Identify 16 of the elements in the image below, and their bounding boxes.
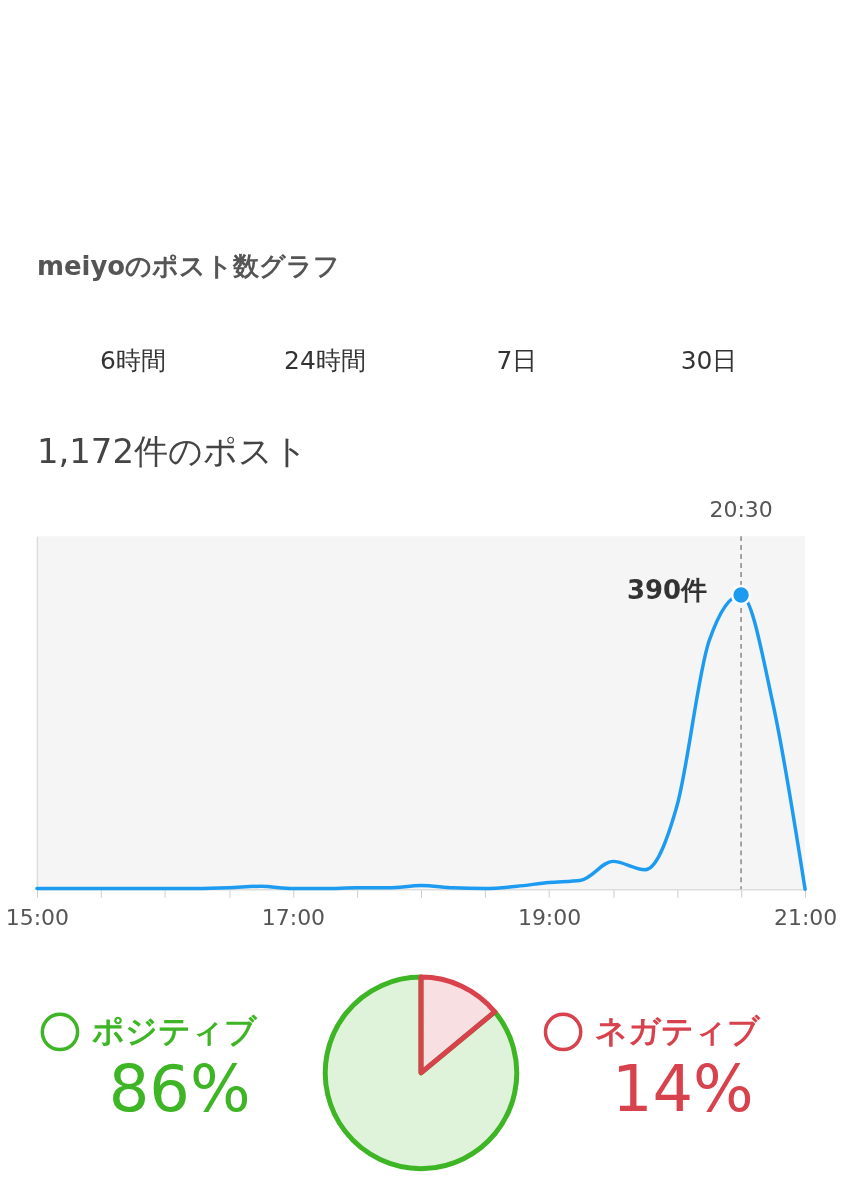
text: 30日 [680,345,738,375]
chart-subtitle: 1,172件のポスト [36,432,308,472]
data-label: 86% [108,1051,251,1126]
text: 6時間 [100,345,166,375]
x-tick-label: 19:00 [517,904,582,930]
legend-label: ネガティブ [595,1011,762,1050]
legend-label: ポジティブ [91,1011,258,1050]
text: 24時間 [284,345,366,375]
data-label: 390件 [627,574,708,605]
text: 7日 [496,345,538,375]
x-tick-label: 21:00 [773,904,838,930]
data-label: 14% [611,1051,754,1126]
x-tick-label: 15:00 [5,904,70,930]
x-tick-label: 17:00 [261,904,326,930]
chart-title: meiyoのポスト数グラフ [36,250,341,281]
ref-line-label: 20:30 [709,497,773,523]
